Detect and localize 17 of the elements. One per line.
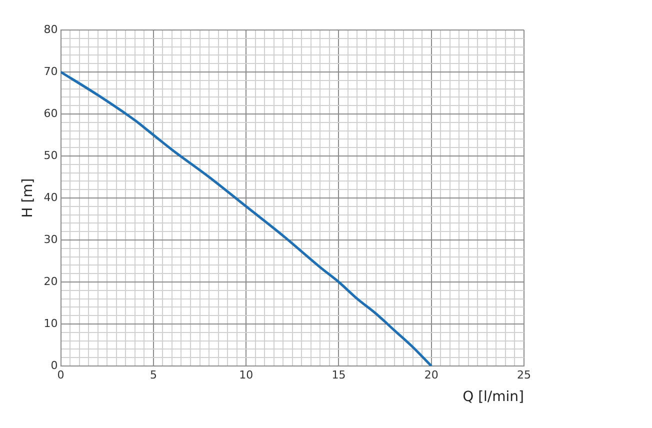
y-tick-label: 10: [44, 316, 58, 330]
y-tick-label: 50: [44, 148, 58, 162]
y-tick-label: 40: [44, 190, 58, 204]
y-tick-label: 60: [44, 106, 58, 120]
y-tick-label: 70: [44, 64, 58, 78]
x-tick-label: 20: [424, 368, 438, 382]
y-tick-label: 0: [50, 358, 58, 372]
y-tick-label: 30: [44, 232, 58, 246]
x-tick-label: 5: [150, 368, 157, 382]
x-tick-label: 15: [332, 368, 346, 382]
x-axis-title: Q [l/min]: [462, 389, 524, 406]
line-series: [60, 70, 433, 366]
y-axis-title: H [m]: [20, 178, 36, 218]
y-tick-label: 20: [44, 274, 58, 288]
x-tick-label: 25: [517, 368, 531, 382]
y-tick-label: 80: [44, 22, 58, 36]
x-tick-label: 10: [239, 368, 254, 382]
